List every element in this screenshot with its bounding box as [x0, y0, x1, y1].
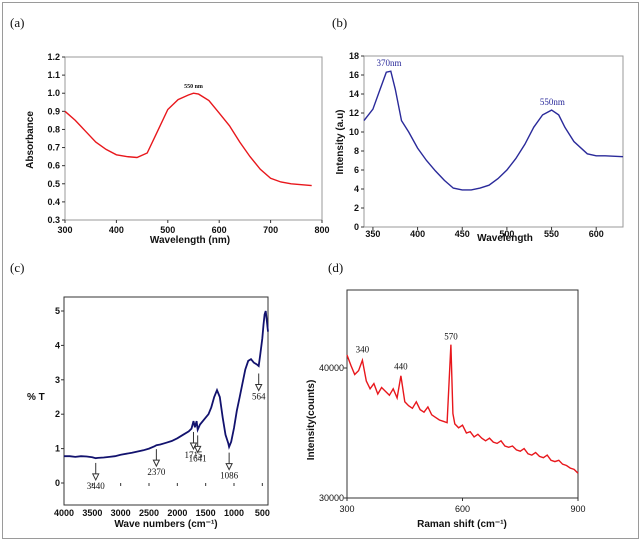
panel-c-xtick-label: 3500 — [82, 508, 102, 518]
panel-b-label: (b) — [332, 15, 347, 30]
panel-a-label: (a) — [10, 15, 24, 30]
panel-c: (c) 0 1 2 3 4 5 4000 3500 3000 2500 2000 1500 1000 5… — [10, 260, 270, 530]
panel-b-xtick-label: 500 — [499, 229, 514, 239]
panel-c-peak-arrowhead — [254, 383, 263, 392]
panel-a-ytick-label: 0.4 — [47, 197, 60, 207]
panel-d-xtick-label: 300 — [339, 504, 354, 514]
panel-c-plot-area — [63, 296, 269, 506]
panel-a-ytick-label: 1.2 — [47, 52, 60, 62]
panel-b-ytick-label: 14 — [349, 89, 359, 99]
panel-a-series-line — [64, 92, 312, 187]
panel-b-ytick-label: 2 — [354, 203, 359, 213]
panel-c-label: (c) — [10, 260, 24, 275]
panel-a-xtick-label: 300 — [57, 225, 72, 235]
panel-d-peak-label: 340 — [356, 345, 370, 355]
panel-b-ytick-label: 12 — [349, 108, 359, 118]
panel-d: (d) 30000 40000 300 600 900 340 440 570 Raman… — [306, 260, 586, 530]
panel-b-peak-label: 550nm — [540, 97, 565, 107]
panel-a-ytick-label: 0.9 — [47, 106, 60, 116]
panel-b-xtick-label: 450 — [455, 229, 470, 239]
panel-a-ytick-label: 1.0 — [47, 88, 60, 98]
panel-c-xtick-label: 500 — [255, 508, 270, 518]
panel-c-peak-label: 1086 — [220, 471, 239, 481]
panel-c-peak-arrowhead — [91, 473, 100, 482]
panel-c-ytick-label: 4 — [55, 340, 60, 350]
panel-a-plot-area — [64, 56, 323, 221]
panel-a-xtick-label: 800 — [314, 225, 329, 235]
panel-d-xlabel: Raman shift (cm⁻¹) — [417, 519, 507, 530]
panel-b-ytick-label: 18 — [349, 51, 359, 61]
panel-c-xtick-label: 2500 — [139, 508, 159, 518]
panel-c-ytick-label: 2 — [55, 409, 60, 419]
panel-d-plot-area — [346, 289, 579, 499]
panel-b-plot-area — [363, 55, 624, 228]
panel-d-ylabel: Intensity(counts) — [306, 380, 317, 461]
panel-b-xtick-label: 600 — [589, 229, 604, 239]
panel-c-xtick-label: 2000 — [167, 508, 187, 518]
panel-c-peak-label: 3440 — [87, 481, 106, 491]
panel-a-ytick-label: 0.8 — [47, 124, 60, 134]
panel-b-series-line — [363, 70, 624, 191]
panel-d-xtick-label: 600 — [455, 504, 470, 514]
panel-c-ylabel: % T — [27, 392, 45, 403]
panel-c-peak-label: 2370 — [147, 467, 166, 477]
panel-b-ytick-label: 16 — [349, 70, 359, 80]
panel-a-ytick-label: 0.7 — [47, 143, 60, 153]
panel-b-ytick-label: 8 — [354, 146, 359, 156]
panel-c-ytick-label: 0 — [55, 478, 60, 488]
panel-c-xtick-label: 1000 — [224, 508, 244, 518]
panel-d-ytick-label: 40000 — [319, 363, 344, 373]
panel-a-xtick-label: 400 — [109, 225, 124, 235]
panel-c-ytick-label: 3 — [55, 375, 60, 385]
panel-c-peak-label: 1641 — [189, 453, 207, 463]
panel-c-ytick-label: 1 — [55, 444, 60, 454]
panel-a-xtick-label: 700 — [263, 225, 278, 235]
panel-d-ytick-label: 30000 — [319, 493, 344, 503]
panel-c-xtick-label: 1500 — [196, 508, 216, 518]
panel-b: (b) 0 2 4 6 8 10 12 14 16 18 350 400 450 500 550 600 3… — [332, 15, 624, 244]
panel-b-xtick-label: 400 — [410, 229, 425, 239]
panel-b-xlabel: Wavelength — [477, 233, 533, 244]
panel-a-ytick-label: 0.5 — [47, 179, 60, 189]
panel-c-peak-arrowhead — [193, 445, 202, 454]
panel-a: (a) 0.3 0.4 0.5 0.6 0.7 0.8 0.9 1.0 1.1 1.2 300 40… — [10, 15, 330, 246]
panel-d-peak-label: 440 — [394, 362, 408, 372]
panel-b-peak-label: 370nm — [376, 58, 401, 68]
panel-a-xtick-label: 500 — [160, 225, 175, 235]
panel-a-ylabel: Absorbance — [25, 111, 36, 169]
panel-b-ytick-label: 6 — [354, 165, 359, 175]
panel-c-xtick-label: 3000 — [111, 508, 131, 518]
panel-c-peak-arrowhead — [225, 463, 233, 471]
panel-c-xtick-label: 4000 — [54, 508, 74, 518]
panel-b-xtick-label: 350 — [365, 229, 380, 239]
panel-c-peak-label: 1715 — [184, 450, 203, 460]
panel-d-peak-label: 570 — [444, 332, 458, 342]
panel-a-xtick-label: 600 — [212, 225, 227, 235]
panel-b-ytick-label: 4 — [354, 184, 359, 194]
panel-c-peak-arrowhead — [152, 459, 161, 468]
panel-a-ytick-label: 1.1 — [47, 70, 60, 80]
panel-b-ylabel: Intensity (a.u) — [335, 109, 346, 174]
panel-c-peak-label: 564 — [252, 391, 266, 401]
panel-a-xlabel: Wavelength (nm) — [150, 235, 230, 246]
panel-d-series-line — [346, 344, 579, 474]
panel-b-xtick-label: 550 — [544, 229, 559, 239]
panel-a-peak-label: 550 nm — [184, 84, 203, 90]
panel-c-series-line — [64, 310, 269, 460]
panel-a-ytick-label: 0.3 — [47, 215, 60, 225]
panel-b-ytick-label: 0 — [354, 222, 359, 232]
panel-c-xlabel: Wave numbers (cm⁻¹) — [114, 519, 217, 530]
panel-d-xtick-label: 900 — [570, 504, 585, 514]
panel-b-ytick-label: 10 — [349, 127, 359, 137]
panel-c-ytick-label: 5 — [55, 306, 60, 316]
panel-a-ytick-label: 0.6 — [47, 161, 60, 171]
panel-d-label: (d) — [328, 260, 343, 275]
